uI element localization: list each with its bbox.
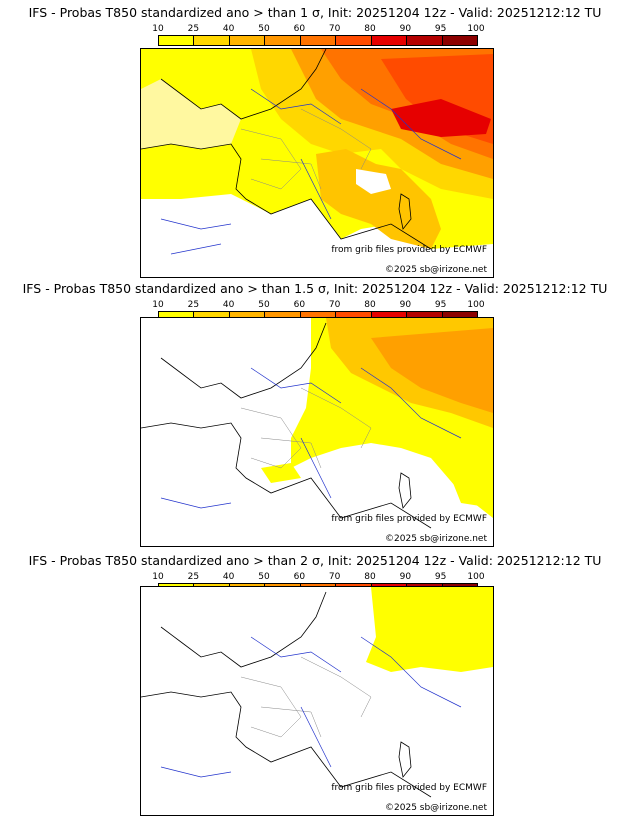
legend-tick-label: 60	[293, 24, 306, 34]
coastlines	[141, 49, 432, 250]
legend-swatch	[159, 312, 195, 321]
legend-swatch	[371, 312, 408, 321]
legend-tick-label: 100	[467, 24, 485, 34]
legend-swatch	[265, 312, 301, 321]
legend-tick-label: 40	[222, 572, 235, 582]
probability-map: from grib files provided by ECMWF ©2025 …	[140, 317, 494, 547]
legend-tick-label: 60	[293, 300, 306, 310]
legend-tick-label: 90	[399, 300, 412, 310]
source-credit: from grib files provided by ECMWF	[331, 514, 487, 524]
copyright-credit: ©2025 sb@irizone.net	[385, 803, 487, 813]
legend-swatch	[442, 36, 477, 45]
legend-tick-label: 40	[222, 24, 235, 34]
legend-tick-label: 90	[399, 572, 412, 582]
legend-tick-label: 80	[364, 24, 376, 34]
legend-tick-label: 95	[434, 300, 447, 310]
rivers	[160, 636, 462, 778]
legend-tick-label: 50	[258, 572, 270, 582]
probability-map: from grib files provided by ECMWF ©2025 …	[140, 586, 494, 816]
legend-tick-label: 10	[152, 572, 164, 582]
color-legend: 10 25 40 50 60 70 80 90 95 100	[152, 300, 485, 328]
legend-swatch	[159, 36, 195, 45]
legend-ticks: 10 25 40 50 60 70 80 90 95 100	[152, 300, 484, 310]
probability-map: from grib files provided by ECMWF ©2025 …	[140, 48, 494, 278]
region-borders	[240, 656, 372, 738]
panel-1: IFS - Probas T850 standardized ano > tha…	[0, 0, 630, 278]
legend-swatch	[300, 36, 337, 45]
legend-tick-label: 10	[152, 24, 164, 34]
legend-tick-label: 70	[328, 24, 341, 34]
panel-title: IFS - Probas T850 standardized ano > tha…	[22, 281, 608, 296]
legend-tick-label: 100	[467, 572, 485, 582]
prob-area-yellow	[366, 587, 493, 672]
legend-swatch	[229, 36, 266, 45]
legend-tick-label: 40	[222, 300, 235, 310]
legend-swatch	[336, 36, 372, 45]
legend-tick-label: 90	[399, 24, 412, 34]
legend-tick-label: 10	[152, 300, 164, 310]
legend-tick-label: 70	[328, 572, 341, 582]
legend-swatch	[407, 312, 443, 321]
copyright-credit: ©2025 sb@irizone.net	[385, 534, 487, 544]
legend-ticks: 10 25 40 50 60 70 80 90 95 100	[152, 24, 484, 34]
legend-tick-label: 25	[187, 572, 200, 582]
panel-3: IFS - Probas T850 standardized ano > tha…	[0, 548, 630, 824]
legend-tick-label: 80	[364, 300, 376, 310]
source-credit: from grib files provided by ECMWF	[331, 783, 487, 793]
legend-tick-label: 95	[434, 572, 447, 582]
legend-tick-label: 70	[328, 300, 341, 310]
legend-swatch	[194, 36, 230, 45]
coastlines	[141, 322, 432, 529]
legend-swatch	[194, 312, 230, 321]
legend-swatch	[300, 312, 337, 321]
panel-title: IFS - Probas T850 standardized ano > tha…	[28, 5, 602, 20]
sea-area-south	[141, 194, 493, 277]
legend-tick-label: 95	[434, 24, 447, 34]
prob-area-orange	[371, 328, 493, 413]
legend-tick-label: 25	[187, 24, 200, 34]
legend-bar	[158, 311, 478, 322]
rivers	[160, 88, 462, 255]
copyright-credit: ©2025 sb@irizone.net	[385, 265, 487, 275]
prob-area-italy	[451, 478, 493, 508]
channel-pale-area	[141, 79, 241, 149]
legend-swatch	[442, 312, 477, 321]
color-legend: 10 25 40 50 60 70 80 90 95 100	[152, 24, 485, 52]
coastlines	[141, 591, 432, 798]
legend-tick-label: 50	[258, 300, 270, 310]
legend-tick-label: 80	[364, 572, 376, 582]
alps-gap	[356, 169, 391, 194]
panel-2: IFS - Probas T850 standardized ano > tha…	[0, 276, 630, 552]
panel-title: IFS - Probas T850 standardized ano > tha…	[28, 553, 602, 568]
legend-bar	[158, 35, 478, 46]
legend-tick-label: 60	[293, 572, 306, 582]
region-borders	[240, 387, 372, 469]
legend-swatch	[336, 312, 372, 321]
legend-tick-label: 50	[258, 24, 270, 34]
rivers	[160, 367, 462, 509]
legend-swatch	[229, 312, 266, 321]
legend-swatch	[265, 36, 301, 45]
legend-tick-label: 100	[467, 300, 485, 310]
prob-area-spot	[261, 463, 301, 483]
legend-swatch	[371, 36, 408, 45]
legend-tick-label: 25	[187, 300, 200, 310]
prob-area-gold-south	[316, 149, 441, 249]
region-borders	[240, 108, 372, 190]
prob-area-darkred	[391, 99, 491, 137]
source-credit: from grib files provided by ECMWF	[331, 245, 487, 255]
legend-ticks: 10 25 40 50 60 70 80 90 95 100	[152, 572, 484, 582]
legend-swatch	[407, 36, 443, 45]
